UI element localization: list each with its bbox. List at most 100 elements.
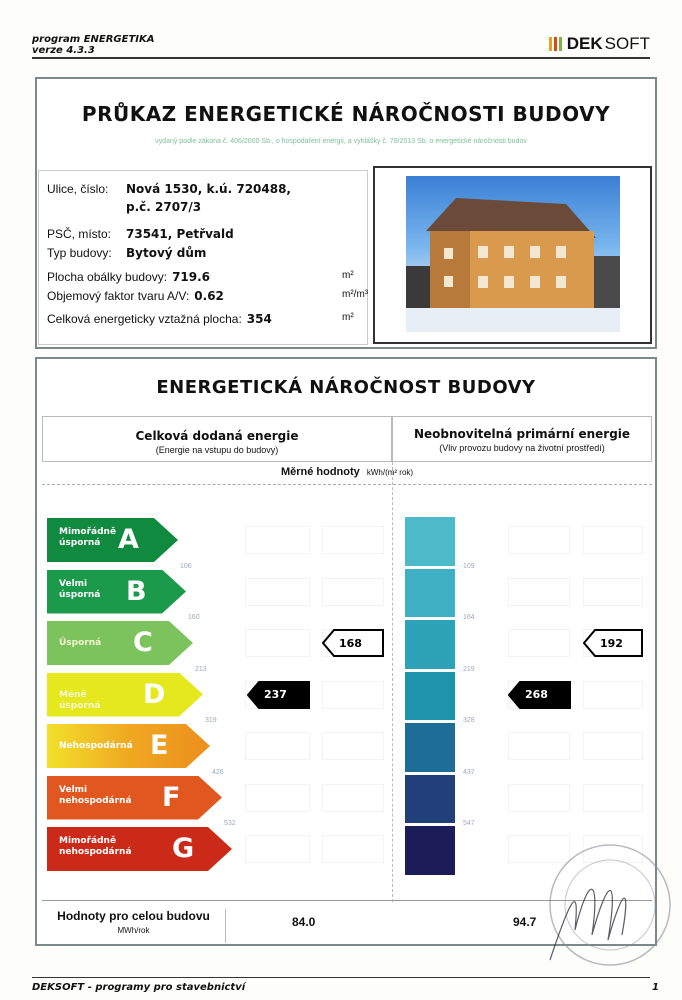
- right-threshold: 164: [463, 614, 475, 621]
- empty-pointer-slot: [508, 526, 570, 554]
- building-photo-frame: [373, 166, 652, 344]
- empty-pointer-slot: [508, 732, 570, 760]
- empty-pointer-slot: [583, 835, 643, 863]
- info-value: 0.62: [194, 289, 224, 303]
- primary-energy-segment-d: [405, 671, 455, 720]
- class-letter: E: [150, 730, 169, 761]
- empty-pointer-slot: [583, 577, 643, 606]
- left-threshold: 106: [180, 562, 192, 570]
- left-threshold: 532: [224, 820, 236, 827]
- specific-unit: kWh/(m² rok): [366, 468, 414, 477]
- left-reference-pointer: 168: [322, 629, 384, 657]
- class-label: Nehospodárná: [59, 741, 133, 751]
- program-name: program ENERGETIKA: [32, 34, 155, 45]
- right-threshold: 547: [463, 820, 475, 827]
- total-unit: MWh/rok: [117, 926, 150, 935]
- info-value: 73541, Petřvald: [126, 227, 234, 241]
- empty-pointer-slot: [245, 835, 310, 863]
- right-threshold: 109: [463, 562, 475, 570]
- building-photo: [406, 176, 620, 332]
- footer-text: DEKSOFT - programy pro stavebnictví: [32, 982, 246, 993]
- class-letter: F: [162, 781, 181, 813]
- empty-pointer-slot: [322, 577, 384, 606]
- right-reference-pointer: 192: [583, 629, 643, 657]
- pointer-value: 268: [525, 688, 548, 701]
- info-unit: m²: [342, 270, 354, 281]
- class-label: Velmi úsporná: [59, 578, 101, 600]
- info-row: Typ budovy: Bytový dům: [47, 246, 206, 260]
- building-info: Ulice, číslo: Nová 1530, k.ú. 720488, p.č.…: [38, 170, 368, 345]
- right-column-header: Neobnovitelná primární energie (Vliv pro…: [392, 416, 652, 462]
- empty-pointer-slot: [583, 732, 643, 760]
- empty-pointer-slot: [508, 783, 570, 812]
- right-sub: (Vliv provozu budovy na životní prostřed…: [439, 443, 605, 453]
- info-label: Typ budovy:: [47, 246, 112, 260]
- certificate-title: PRŮKAZ ENERGETICKÉ NÁROČNOSTI BUDOVY: [81, 102, 611, 126]
- info-value: 354: [246, 312, 272, 326]
- right-threshold: 437: [463, 768, 475, 776]
- class-letter: A: [118, 524, 139, 555]
- total-row: Hodnoty pro celou budovu MWh/rok 84.0 94…: [42, 900, 652, 943]
- info-row: Plocha obálky budovy: 719.6: [47, 270, 210, 284]
- empty-pointer-slot: [245, 629, 310, 657]
- left-threshold: 426: [212, 768, 224, 776]
- rating-title: ENERGETICKÁ NÁROČNOST BUDOVY: [156, 377, 536, 398]
- official-stamp: [549, 844, 671, 966]
- class-bar-a: Mimořádně úsporná A: [47, 518, 178, 562]
- left-actual-pointer: 237: [247, 680, 310, 709]
- empty-pointer-slot: [508, 577, 570, 606]
- left-sub: (Energie na vstupu do budovy): [155, 445, 279, 455]
- empty-pointer-slot: [245, 732, 310, 760]
- class-label: Velmi nehospodárná: [59, 784, 132, 806]
- pointer-value: 237: [264, 688, 287, 701]
- page-number: 1: [652, 982, 659, 993]
- logo-bars-icon: [548, 37, 562, 51]
- class-bar-b: Velmi úsporná B: [47, 569, 186, 614]
- right-actual-pointer: 268: [508, 680, 571, 709]
- program-info: program ENERGETIKA verze 4.3.3: [32, 34, 155, 56]
- logo-bold: DEK: [566, 34, 603, 53]
- program-version: verze 4.3.3: [32, 45, 95, 56]
- empty-pointer-slot: [583, 526, 643, 554]
- pointer-value: 192: [600, 636, 623, 650]
- primary-energy-segment-c: [405, 620, 455, 669]
- signature: [549, 888, 627, 961]
- empty-pointer-slot: [245, 783, 310, 812]
- class-letter: G: [172, 833, 195, 864]
- info-row: PSČ, místo: 73541, Petřvald: [47, 227, 234, 241]
- class-letter: C: [133, 627, 153, 658]
- left-threshold: 319: [205, 717, 217, 724]
- empty-pointer-slot: [245, 526, 310, 554]
- class-label: Méně úsporná: [59, 689, 101, 711]
- specific-values-row: Měrné hodnoty kWh/(m² rok): [42, 466, 652, 485]
- info-row: Ulice, číslo: Nová 1530, k.ú. 720488,: [47, 182, 291, 196]
- specific-label: Měrné hodnoty: [280, 466, 360, 478]
- primary-energy-segment-b: [405, 568, 455, 617]
- class-label: Mimořádně úsporná: [59, 527, 117, 548]
- info-value: Nová 1530, k.ú. 720488,: [126, 182, 291, 196]
- class-label: Úsporná: [59, 638, 102, 648]
- total-label-cell: Hodnoty pro celou budovu MWh/rok: [42, 909, 226, 943]
- info-label: PSČ, místo:: [47, 227, 112, 241]
- empty-pointer-slot: [322, 732, 384, 760]
- info-value: p.č. 2707/3: [126, 200, 202, 214]
- info-row: Objemový faktor tvaru A/V: 0.62: [47, 289, 224, 303]
- empty-pointer-slot: [245, 577, 310, 606]
- info-row: Celková energeticky vztažná plocha: 354: [47, 312, 272, 326]
- empty-pointer-slot: [583, 783, 643, 812]
- class-bar-c: Úsporná C: [47, 621, 193, 665]
- primary-energy-segment-a: [405, 517, 455, 566]
- info-unit: m²/m³: [342, 289, 369, 300]
- column-divider: [392, 462, 393, 902]
- class-letter: D: [143, 678, 166, 710]
- primary-energy-segment-g: [405, 826, 455, 875]
- empty-pointer-slot: [322, 835, 384, 863]
- total-left-value: 84.0: [292, 915, 316, 929]
- logo-light: SOFT: [604, 34, 650, 53]
- empty-pointer-slot: [322, 526, 384, 554]
- class-bar-g: Mimořádně nehospodárná G: [47, 827, 232, 871]
- empty-pointer-slot: [322, 783, 384, 812]
- right-head: Neobnovitelná primární energie: [413, 427, 631, 441]
- pointer-value: 168: [339, 636, 362, 650]
- class-bar-f: Velmi nehospodárná F: [47, 775, 222, 820]
